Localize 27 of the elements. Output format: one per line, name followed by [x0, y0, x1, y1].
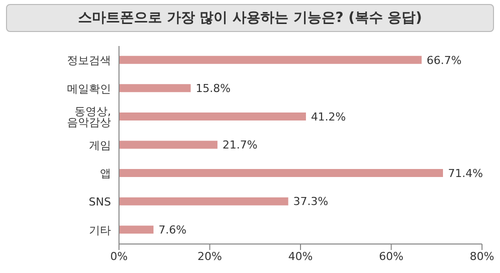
y-tick-label: 동영상, 음악감상 — [67, 105, 111, 130]
bar — [119, 56, 422, 64]
bar — [119, 169, 443, 178]
bar — [119, 140, 218, 149]
bar — [119, 84, 191, 92]
x-tick-label: 80% — [470, 250, 494, 263]
y-tick-label: 앱 — [100, 167, 111, 180]
chart-title: 스마트폰으로 가장 많이 사용하는 기능은? (복수 응답) — [6, 4, 494, 32]
y-tick-label: SNS — [88, 195, 112, 208]
x-tick-label: 0% — [110, 250, 128, 263]
data-label: 66.7% — [426, 54, 462, 67]
x-tick-label: 60% — [379, 250, 404, 263]
data-label: 15.8% — [196, 82, 231, 96]
data-label: 21.7% — [222, 138, 258, 152]
data-label: 71.4% — [448, 166, 483, 180]
y-tick-label: 기타 — [89, 224, 111, 237]
data-label: 37.3% — [293, 195, 328, 208]
y-tick-label: 메일확인 — [67, 82, 111, 96]
y-tick-label: 정보검색 — [67, 54, 111, 68]
bar — [119, 226, 154, 234]
data-label: 7.6% — [158, 224, 186, 237]
bar — [119, 112, 306, 120]
y-tick-label: 게임 — [89, 138, 111, 152]
bar — [119, 197, 288, 206]
x-tick-label: 20% — [198, 250, 222, 263]
data-label: 41.2% — [310, 110, 346, 124]
x-tick-label: 40% — [288, 250, 313, 263]
